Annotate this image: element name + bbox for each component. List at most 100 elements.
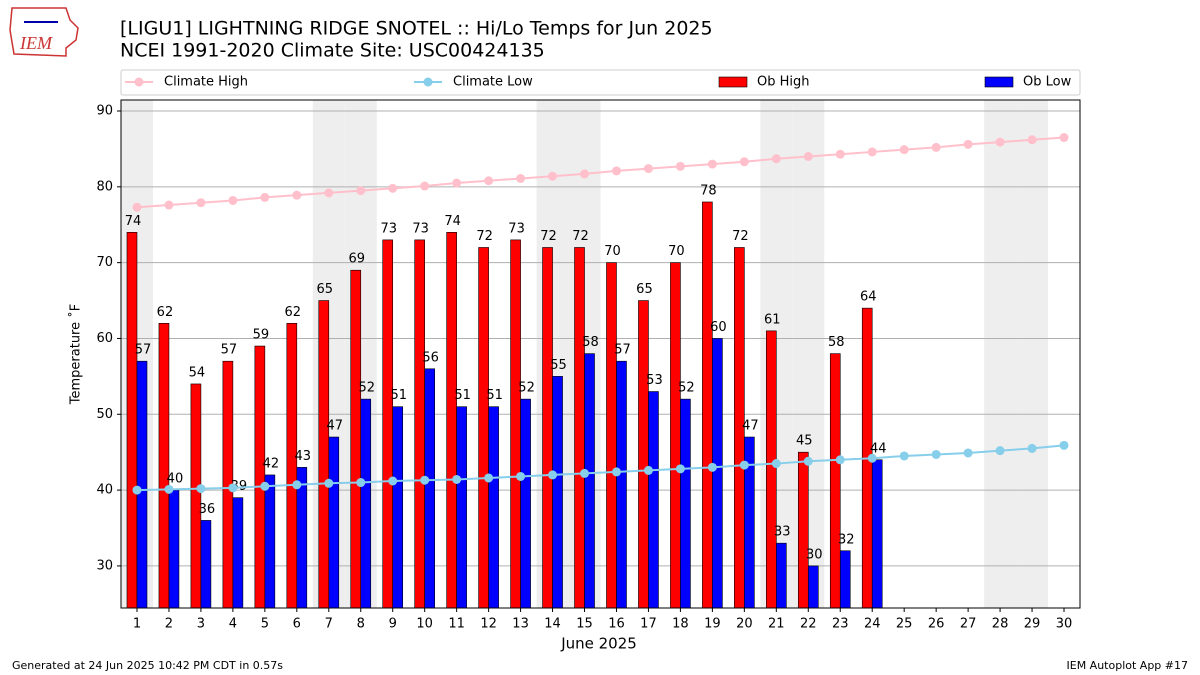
y-tick-label: 50 [96,407,113,422]
point [228,195,238,205]
bar [712,338,723,609]
footer-right: IEM Autoplot App #17 [1067,659,1189,672]
bar-label: 62 [285,305,302,320]
bar-label: 58 [828,335,845,350]
bar-label: 56 [422,350,439,365]
point [292,190,302,200]
point [516,173,526,183]
x-axis-label: June 2025 [560,635,637,653]
point [835,455,845,465]
point [292,480,302,490]
bar-label: 42 [263,456,280,471]
bar-label: 30 [806,547,823,562]
x-tick-label: 29 [1024,617,1041,632]
bar [648,391,659,609]
point [1059,133,1069,143]
point [388,183,398,193]
logo-text: IEM [19,33,53,53]
point [995,446,1005,456]
point [803,456,813,466]
x-tick-label: 20 [736,617,753,632]
bar-label: 59 [253,328,270,343]
x-tick-label: 14 [544,617,561,632]
bar [328,436,340,609]
bar [871,459,883,609]
bar-label: 52 [518,381,535,396]
bar-label: 43 [295,449,312,464]
bar-label: 60 [710,320,727,335]
x-tick-label: 4 [229,617,237,632]
x-tick-label: 15 [576,617,593,632]
bar [190,383,202,609]
bar-label: 47 [327,419,344,434]
bar [839,550,851,609]
bar [350,269,362,609]
bar [520,398,531,609]
bar-label: 72 [572,229,589,244]
point [867,453,877,463]
point [228,483,238,493]
x-tick-label: 18 [672,617,689,632]
point [356,478,366,488]
x-tick-label: 27 [960,617,977,632]
point [707,159,717,169]
bar-label: 36 [199,502,216,517]
bar-label: 51 [390,388,407,403]
x-tick-label: 5 [261,617,269,632]
point [324,478,334,488]
bar-label: 58 [582,335,599,350]
point [356,186,366,196]
x-tick-label: 21 [768,617,785,632]
point [164,484,174,494]
point [580,468,590,478]
point [132,202,142,212]
point [196,198,206,208]
bar-label: 73 [380,221,397,236]
bar [542,247,553,609]
y-tick-label: 70 [96,255,113,270]
point [1027,135,1037,145]
point [516,471,526,481]
bar [414,239,425,609]
bar [318,300,330,609]
point [963,139,973,149]
footer-left: Generated at 24 Jun 2025 10:42 PM CDT in… [12,659,283,672]
bar-label: 72 [540,229,557,244]
point [643,465,653,475]
point [931,449,941,459]
bar [456,406,467,609]
x-tick-label: 30 [1056,617,1073,632]
point [643,164,653,174]
point [1059,440,1069,450]
bar [584,353,595,609]
bar-label: 57 [221,343,238,358]
point [803,151,813,161]
legend-marker [134,77,144,87]
y-tick-label: 40 [96,483,113,498]
point [867,147,877,157]
bar-label: 33 [774,525,791,540]
bar-label: 72 [732,229,749,244]
bar [286,322,298,609]
point [452,474,462,484]
point [260,192,270,202]
point [548,171,558,181]
bar-label: 47 [742,419,759,434]
bar [200,520,212,609]
bar [158,322,170,609]
point [611,166,621,176]
y-tick-label: 80 [96,179,113,194]
point [739,460,749,470]
bar-label: 69 [348,252,365,267]
bar [702,201,713,609]
bar [446,232,457,609]
bar [680,398,691,609]
point [931,142,941,152]
point [484,176,494,186]
bar-label: 53 [646,373,663,388]
legend-swatch [718,76,748,88]
point [580,169,590,179]
point [739,157,749,167]
bar [606,262,617,609]
